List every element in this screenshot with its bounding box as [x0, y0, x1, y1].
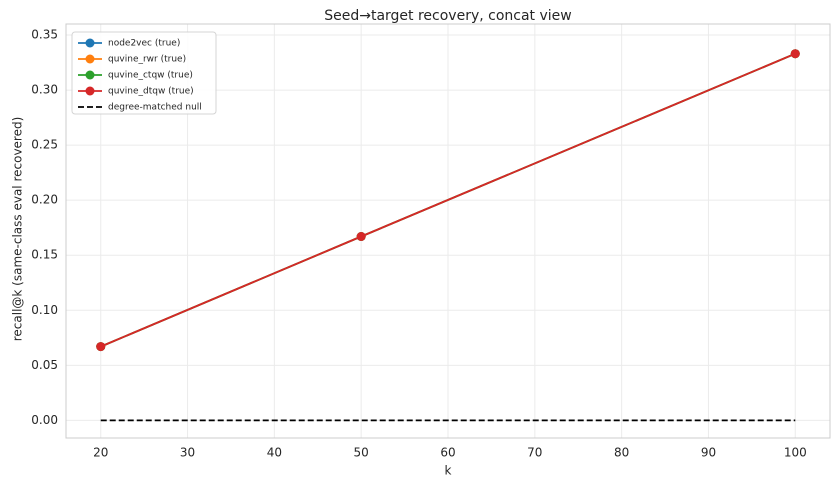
point: [356, 232, 366, 242]
x-tick-label: 60: [440, 446, 455, 460]
point: [790, 49, 800, 59]
chart-title: Seed→target recovery, concat view: [324, 8, 572, 24]
x-tick-label: 40: [267, 446, 282, 460]
x-tick-label: 20: [93, 446, 108, 460]
legend: node2vec (true) quvine_rwr (true) quvine_c…: [71, 31, 217, 115]
y-tick-label: 0.30: [31, 83, 58, 97]
x-tick-label: 50: [354, 446, 369, 460]
y-tick-label: 0.20: [31, 193, 58, 207]
legend-marker: [85, 86, 95, 96]
plot-frame: [65, 23, 831, 439]
y-tick-label: 0.25: [31, 138, 58, 152]
x-tick-label: 70: [527, 446, 542, 460]
legend-label: quvine_rwr (true): [108, 55, 186, 65]
x-tick-label: 100: [784, 446, 807, 460]
x-tick-label: 80: [614, 446, 629, 460]
y-tick-label: 0.00: [31, 413, 58, 427]
y-tick-label: 0.05: [31, 358, 58, 372]
x-tick-label: 30: [180, 446, 195, 460]
legend-marker: [85, 38, 95, 48]
y-axis-label: recall@k (same-class eval recovered): [11, 117, 25, 342]
legend-box: [71, 31, 217, 115]
legend-label: quvine_dtqw (true): [108, 87, 194, 97]
x-tick-label: 90: [701, 446, 716, 460]
legend-marker: [85, 70, 95, 80]
x-axis-label: k: [445, 464, 452, 478]
legend-label: degree-matched null: [108, 103, 202, 113]
y-tick-label: 0.15: [31, 248, 58, 262]
legend-label: node2vec (true): [108, 39, 180, 49]
legend-label: quvine_ctqw (true): [108, 71, 193, 81]
legend-marker: [85, 54, 95, 64]
y-tick-label: 0.35: [31, 28, 58, 42]
point: [96, 342, 106, 352]
y-tick-label: 0.10: [31, 303, 58, 317]
